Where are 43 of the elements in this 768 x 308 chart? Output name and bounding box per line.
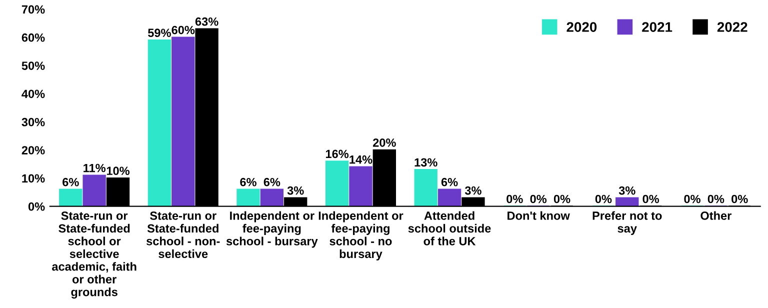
data-label: 6% [240, 178, 256, 186]
data-label: 60% [172, 26, 195, 34]
data-label: 0% [684, 194, 700, 204]
y-tick-label: 20% [22, 146, 45, 154]
y-tick-label: 50% [22, 62, 45, 70]
data-label: 11% [84, 164, 106, 172]
data-label: 10% [106, 166, 130, 176]
data-label: 3% [618, 186, 636, 195]
data-label: 3% [287, 186, 304, 195]
legend-label: 2020 [566, 22, 597, 32]
y-tick-label: 40% [22, 90, 45, 98]
data-label: 13% [414, 158, 438, 167]
data-label: 0% [708, 194, 724, 204]
x-tick-label: Independent or fee-paying school - no bursary [318, 211, 404, 260]
y-tick-label: 10% [22, 174, 45, 183]
x-tick-label: Other [700, 211, 732, 220]
x-tick-label: State-run or State-funded school or selective academic, faith or other grounds [52, 212, 136, 299]
x-tick-label: Attended school outside of the UK [408, 211, 491, 246]
x-tick-label: Prefer not to say [592, 211, 662, 235]
data-label: 6% [441, 178, 458, 186]
data-label: 6% [264, 178, 280, 186]
data-label: 0% [642, 194, 660, 204]
data-label: 20% [372, 138, 396, 147]
data-label: 3% [464, 186, 482, 195]
data-label: 6% [62, 178, 79, 186]
legend-label: 2022 [717, 22, 748, 32]
x-tick-label: Independent or fee-paying school - bursary [226, 211, 318, 248]
x-tick-label: State-run or State-funded school - non- selective [146, 212, 220, 258]
data-label: 59% [148, 28, 171, 38]
data-label: 14% [350, 155, 372, 164]
data-label: 0% [530, 194, 547, 204]
legend-label: 2021 [642, 22, 672, 32]
y-tick-label: 0% [28, 202, 45, 211]
data-label: 0% [506, 194, 523, 204]
data-label: 0% [732, 194, 748, 204]
data-label: 0% [595, 194, 612, 204]
y-tick-label: 70% [22, 5, 45, 14]
y-tick-label: 30% [22, 118, 45, 126]
x-tick-label: Don't know [508, 211, 570, 220]
y-tick-label: 60% [22, 33, 45, 42]
data-label: 0% [554, 194, 570, 204]
data-label: 16% [326, 150, 349, 158]
data-label: 63% [195, 17, 218, 26]
